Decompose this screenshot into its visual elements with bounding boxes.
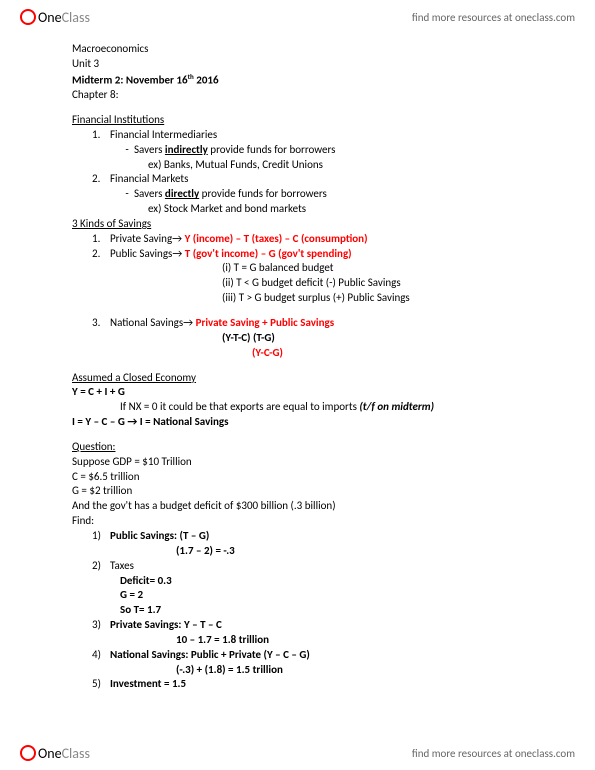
q-deficit: And the gov't has a budget deficit of $3… <box>72 499 523 514</box>
footer-logo-class: Class <box>62 745 90 762</box>
kind-1: 1.Private Saving→ Y (income) – T (taxes)… <box>72 232 523 247</box>
ans-1: 1)Public Savings: (T – G) <box>72 529 523 544</box>
fi1-example: ex) Banks, Mutual Funds, Credit Unions <box>72 158 523 173</box>
fi2-example: ex) Stock Market and bond markets <box>72 202 523 217</box>
k2-case-iii: (iii) T > G budget surplus (+) Public Sa… <box>72 291 523 306</box>
chapter-line: Chapter 8: <box>72 88 523 103</box>
a2-text: Taxes <box>110 559 134 572</box>
fi1a-post: provide funds for borrowers <box>208 143 336 156</box>
k2-case-ii: (ii) T < G budget deficit (-) Public Sav… <box>72 276 523 291</box>
fi2-num: 2. <box>92 172 110 187</box>
kind-3: 3.National Savings→ Private Saving + Pub… <box>72 316 523 331</box>
logo-icon <box>20 9 36 25</box>
ans-3: 3)Private Savings: Y – T – C <box>72 618 523 633</box>
footer-logo-text: OneClass <box>38 745 90 762</box>
logo-text: OneClass <box>38 9 90 26</box>
logo-icon <box>20 745 36 761</box>
footer-logo-one: One <box>38 745 62 762</box>
k2-num: 2. <box>92 247 110 262</box>
unit-line: Unit 3 <box>72 57 523 72</box>
a5-num: 5) <box>92 677 110 692</box>
page-footer: OneClass find more resources at oneclass… <box>0 736 595 770</box>
k3-expansion: (Y-T-C) (T-G) <box>72 331 523 346</box>
logo-one: One <box>38 9 62 26</box>
ce2-pre: If NX = 0 it could be that exports are e… <box>120 400 359 413</box>
dash-icon: - <box>120 143 134 158</box>
course-title: Macroeconomics <box>72 42 523 57</box>
midterm-line: Midterm 2: November 16th 2016 <box>72 72 523 89</box>
k1-pre: Private Saving→ <box>110 232 185 245</box>
q-find: Find: <box>72 514 523 529</box>
a2-deficit: Deficit= 0.3 <box>72 574 523 589</box>
a4-num: 4) <box>92 648 110 663</box>
section-3-kinds-savings: 3 Kinds of Savings <box>72 217 523 232</box>
k2-formula: T (gov't income) – G (gov't spending) <box>185 247 352 260</box>
fi1-sub-a: -Savers indirectly provide funds for bor… <box>72 143 523 158</box>
a4-text: National Savings: Public + Private (Y – … <box>110 648 310 661</box>
a2-t: So T= 1.7 <box>72 603 523 618</box>
fi2a-u: directly <box>165 187 199 200</box>
a1-text: Public Savings: (T – G) <box>110 529 209 542</box>
fi1-num: 1. <box>92 128 110 143</box>
fi2a-post: provide funds for borrowers <box>199 187 327 200</box>
a3-num: 3) <box>92 618 110 633</box>
footer-tagline: find more resources at oneclass.com <box>412 747 575 760</box>
fi2a-pre: Savers <box>134 187 165 200</box>
document-body: Macroeconomics Unit 3 Midterm 2: Novembe… <box>0 34 595 732</box>
midterm-label: Midterm 2: November 16 <box>72 73 188 86</box>
a3-text: Private Savings: Y – T – C <box>110 618 222 631</box>
fi-item-1: 1.Financial Intermediaries <box>72 128 523 143</box>
footer-logo: OneClass <box>20 745 90 762</box>
fi1-text: Financial Intermediaries <box>110 128 217 141</box>
k1-formula: Y (income) – T (taxes) – C (consumption) <box>185 232 368 245</box>
a2-num: 2) <box>92 559 110 574</box>
k2-case-i: (i) T = G balanced budget <box>72 261 523 276</box>
ans-2: 2)Taxes <box>72 559 523 574</box>
a3-calc: 10 – 1.7 = 1.8 trillion <box>72 633 523 648</box>
header-tagline: find more resources at oneclass.com <box>412 11 575 24</box>
a2-g: G = 2 <box>72 588 523 603</box>
brand-logo: OneClass <box>20 9 90 26</box>
ce-eq-2: I = Y – C – G → I = National Savings <box>72 415 523 430</box>
k1-num: 1. <box>92 232 110 247</box>
ans-5: 5)Investment = 1.5 <box>72 677 523 692</box>
k3-result: (Y-C-G) <box>72 346 523 361</box>
q-g: G = $2 trillion <box>72 484 523 499</box>
q-gdp: Suppose GDP = $10 Trillion <box>72 455 523 470</box>
fi1a-pre: Savers <box>134 143 165 156</box>
k2-pre: Public Savings→ <box>110 247 185 260</box>
ce-note: If NX = 0 it could be that exports are e… <box>72 400 523 415</box>
k3-pre: National Savings→ <box>110 316 196 329</box>
logo-class: Class <box>62 9 90 26</box>
midterm-year: 2016 <box>194 73 219 86</box>
k3-formula: Private Saving + Public Savings <box>196 316 335 329</box>
dash-icon: - <box>120 187 134 202</box>
a1-calc: (1.7 – 2) = -.3 <box>72 544 523 559</box>
kind-2: 2.Public Savings→ T (gov't income) – G (… <box>72 247 523 262</box>
k3-num: 3. <box>92 316 110 331</box>
a4-calc: (-.3) + (1.8) = 1.5 trillion <box>72 663 523 678</box>
ce2-aside: (t/f on midterm) <box>359 400 434 413</box>
a5-text: Investment = 1.5 <box>110 677 186 690</box>
fi-item-2: 2.Financial Markets <box>72 172 523 187</box>
q-c: C = $6.5 trillion <box>72 470 523 485</box>
section-closed-economy: Assumed a Closed Economy <box>72 371 523 386</box>
a1-num: 1) <box>92 529 110 544</box>
section-question: Question: <box>72 440 523 455</box>
page-header: OneClass find more resources at oneclass… <box>0 0 595 34</box>
fi2-sub-a: -Savers directly provide funds for borro… <box>72 187 523 202</box>
section-financial-institutions: Financial Institutions <box>72 113 523 128</box>
ce-eq-1: Y = C + I + G <box>72 385 523 400</box>
fi1a-u: indirectly <box>165 143 208 156</box>
fi2-text: Financial Markets <box>110 172 188 185</box>
ans-4: 4)National Savings: Public + Private (Y … <box>72 648 523 663</box>
